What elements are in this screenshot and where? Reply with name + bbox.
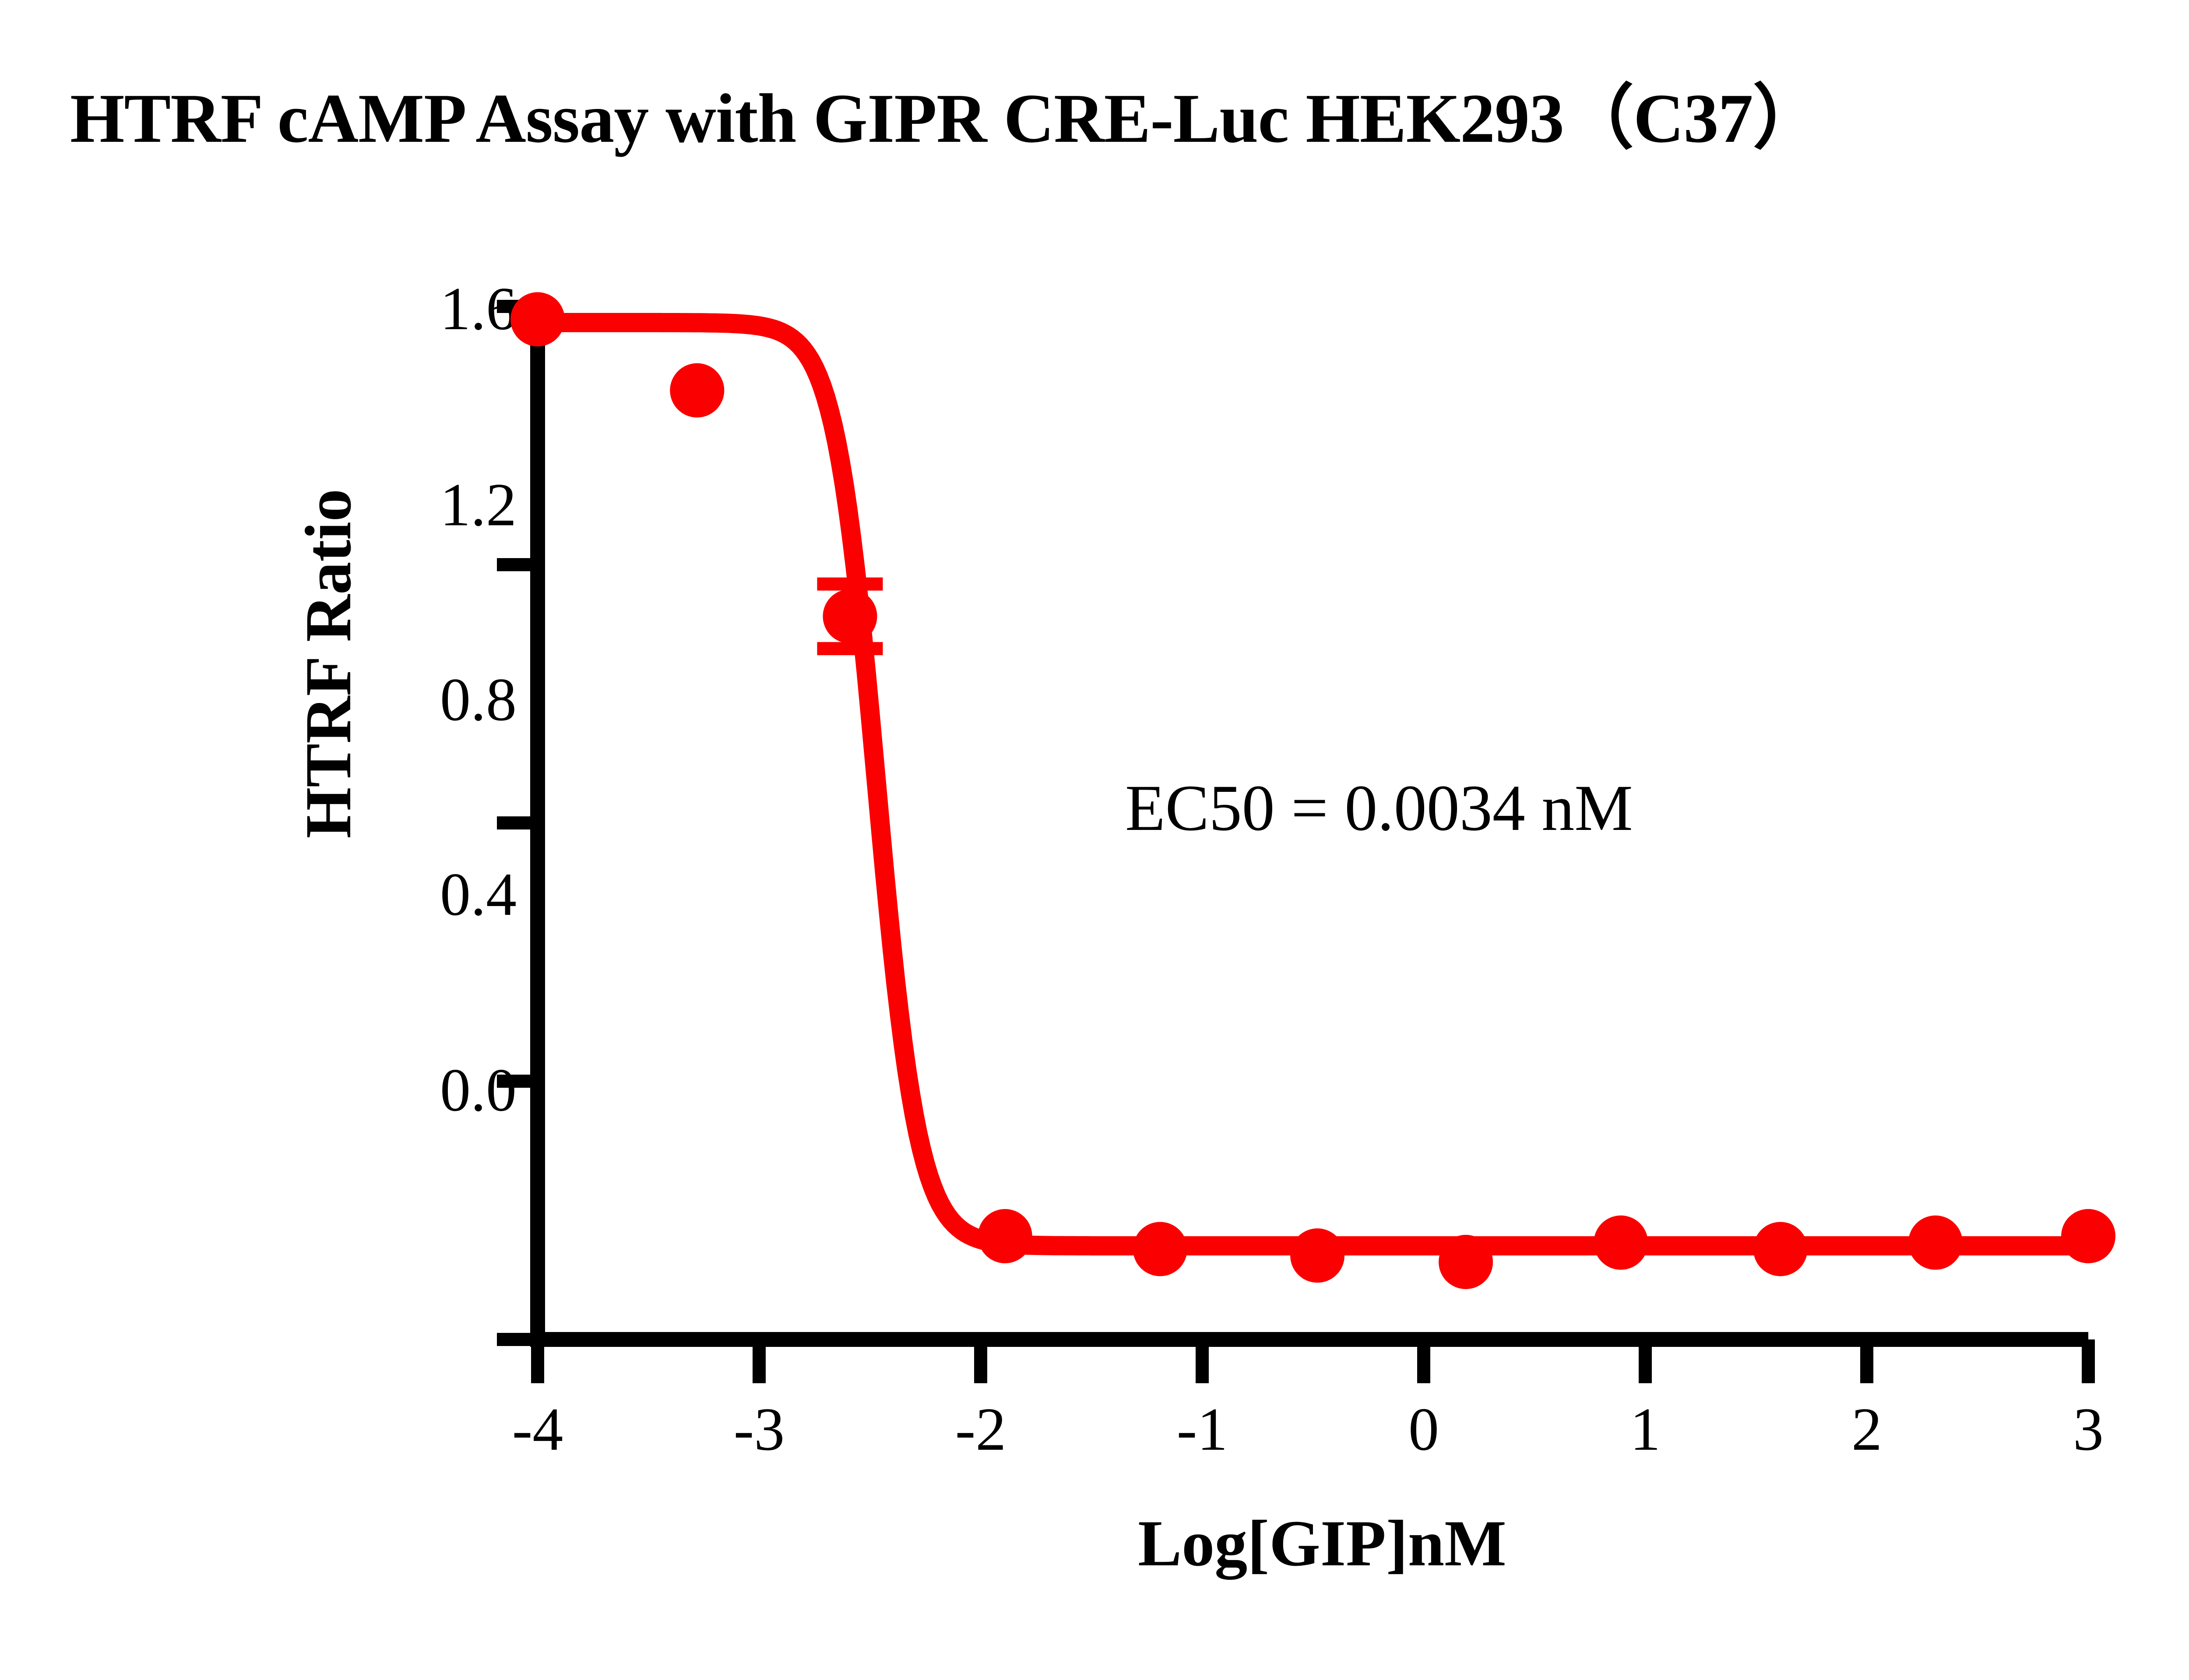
x-tick-label-neg4: -4 — [512, 1395, 563, 1463]
x-tick-label-neg1: -1 — [1176, 1395, 1228, 1463]
page-title: HTRF cAMP Assay with GIPR CRE-Luc HEK293… — [70, 79, 1823, 157]
data-markers — [510, 292, 2115, 1289]
x-tick-label-1: 1 — [1630, 1395, 1661, 1463]
data-point-marker — [1908, 1215, 1963, 1270]
data-point-marker — [1290, 1228, 1345, 1283]
data-point-marker — [978, 1209, 1032, 1263]
x-tick-label-0: 0 — [1408, 1395, 1439, 1463]
y-tick-label-0_0: 0.0 — [440, 1056, 517, 1124]
x-tick-label-neg2: -2 — [955, 1395, 1007, 1463]
x-axis-title: Log[GIP]nM — [1138, 1507, 1506, 1580]
data-point-marker — [1753, 1222, 1808, 1276]
ec50-annotation: EC50 = 0.0034 nM — [1125, 772, 1633, 844]
axis-lines — [530, 302, 2088, 1347]
data-point-marker — [510, 292, 565, 347]
y-tick-label-0_8: 0.8 — [440, 666, 517, 734]
y-tick-label-0_4: 0.4 — [440, 861, 517, 928]
data-point-marker — [1133, 1222, 1187, 1276]
data-point-marker — [670, 363, 725, 418]
x-axis-ticks — [531, 1339, 2095, 1383]
data-point-marker — [1439, 1235, 1493, 1289]
fit-curve — [528, 313, 2098, 1256]
x-tick-label-neg3: -3 — [733, 1395, 785, 1463]
x-tick-label-2: 2 — [1851, 1395, 1882, 1463]
data-point-marker — [2061, 1209, 2115, 1263]
y-tick-label-1_2: 1.2 — [440, 471, 517, 539]
x-tick-label-3: 3 — [2073, 1395, 2104, 1463]
data-point-marker — [1594, 1215, 1648, 1270]
data-point-marker — [823, 589, 877, 643]
